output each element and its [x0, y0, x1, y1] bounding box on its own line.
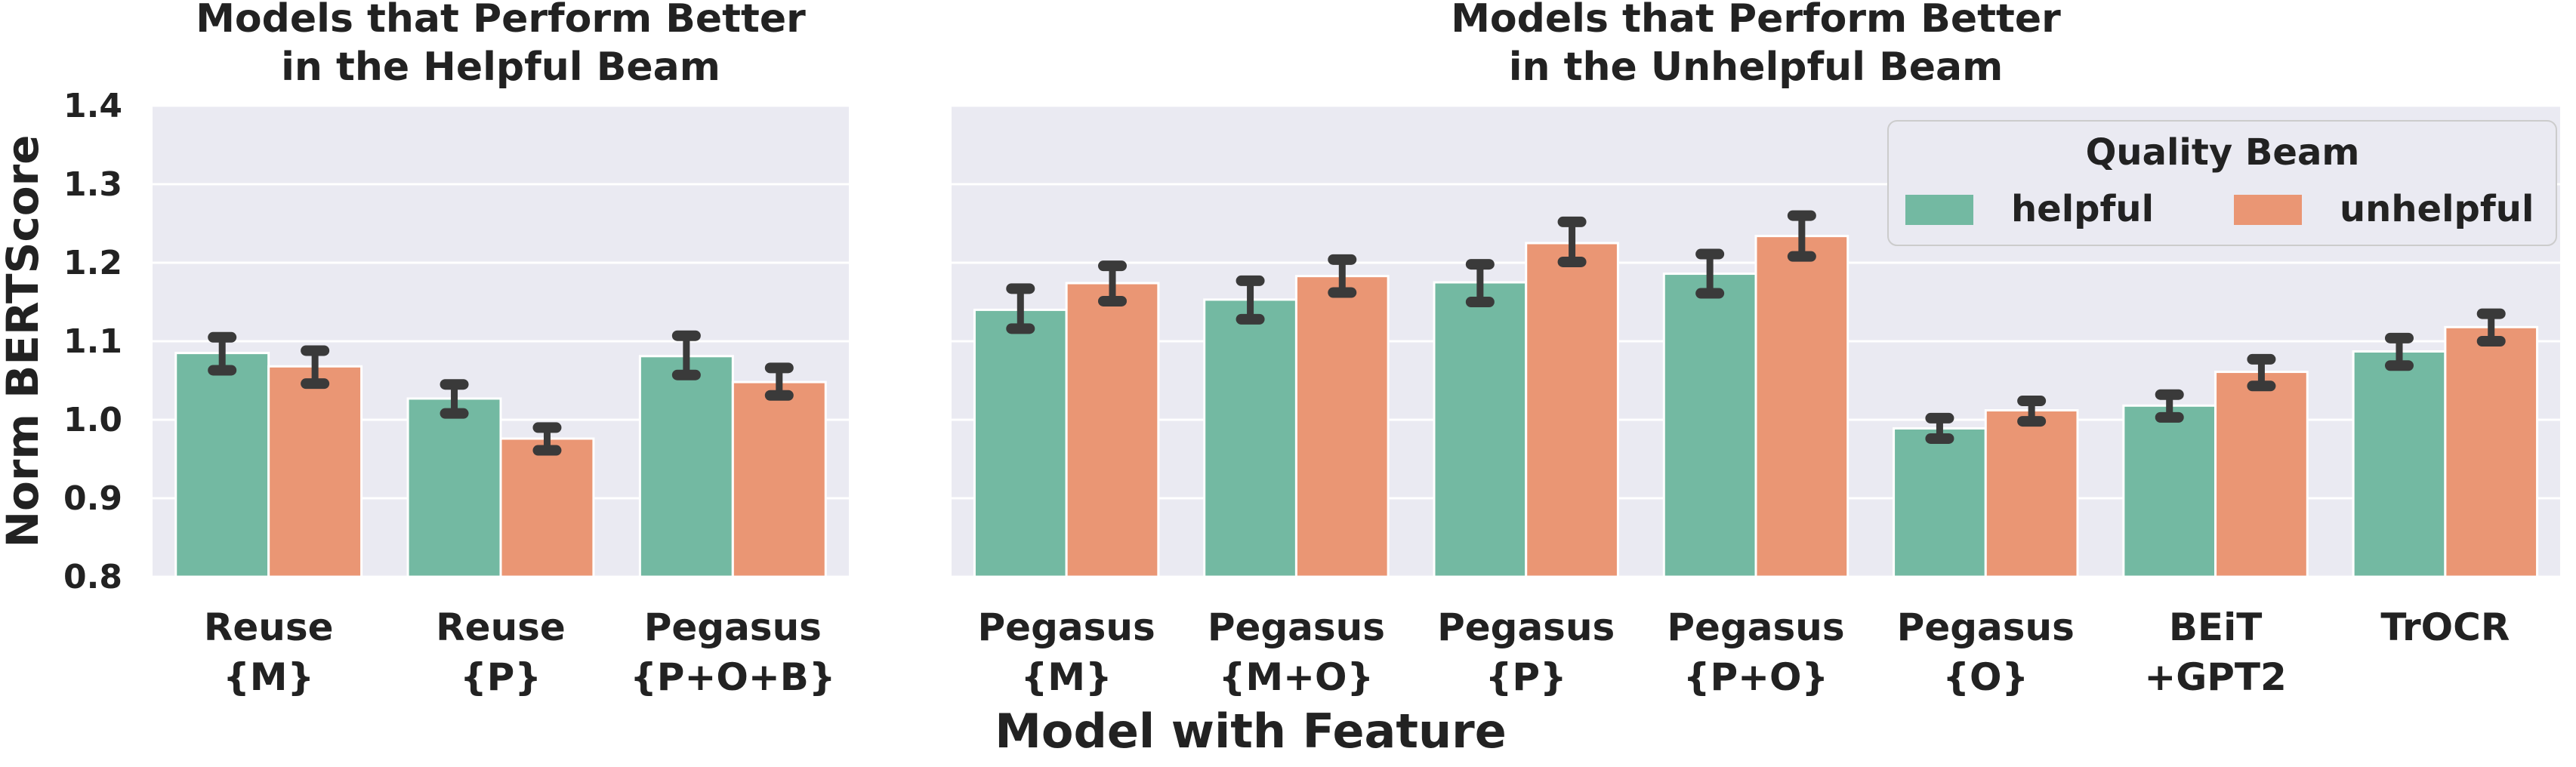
panel-1-xtick-label: Pegasus — [644, 605, 822, 649]
legend-swatch-unhelpful — [2234, 195, 2302, 225]
ytick-label: 1.1 — [63, 322, 122, 361]
panel-2-bar-helpful — [1662, 273, 1757, 578]
legend-title: Quality Beam — [2086, 131, 2360, 174]
legend-box — [1887, 120, 2557, 246]
ytick-label: 1.3 — [63, 165, 122, 204]
panel-1-xtick-label: {M} — [223, 655, 314, 699]
panel-2-bar-helpful — [973, 308, 1068, 578]
panel-2-bar-unhelpful — [1065, 282, 1160, 578]
panel-2-xtick-label: +GPT2 — [2144, 655, 2286, 699]
ytick-label: 1.2 — [63, 244, 122, 282]
panel-2-title-line: Models that Perform Better — [1451, 0, 2061, 42]
y-axis-label: Norm BERTScore — [0, 134, 48, 547]
panel-2-bar-helpful — [1203, 298, 1297, 578]
panel-2-title-line: in the Unhelpful Beam — [1509, 45, 2004, 90]
panel-1-bar-unhelpful — [499, 437, 595, 578]
panel-1-bar-helpful — [174, 352, 270, 578]
panel-2-bar-unhelpful — [1984, 409, 2079, 578]
panel-2-xtick-label: TrOCR — [2380, 605, 2510, 649]
panel-1-bar-unhelpful — [267, 365, 363, 578]
panel-2-xtick-label: {O} — [1942, 655, 2028, 699]
panel-1-title-line: in the Helpful Beam — [281, 45, 720, 90]
panel-1-xtick-label: {P} — [460, 655, 541, 699]
panel-1-xtick-label: {P+O+B} — [630, 655, 835, 699]
panel-1-xtick-label: Reuse — [436, 605, 566, 649]
panel-1-bar-helpful — [638, 355, 734, 578]
panel-2-xtick-label: {P} — [1485, 655, 1567, 699]
panel-2-xtick-label: Pegasus — [978, 605, 1155, 649]
panel-2-xtick-label: BEiT — [2169, 605, 2263, 649]
panel-2-xtick-label: Pegasus — [1437, 605, 1615, 649]
panel-1-xtick-label: Reuse — [204, 605, 334, 649]
panel-2-bar-helpful — [2122, 404, 2217, 578]
panel-2-bar-unhelpful — [1754, 235, 1849, 578]
legend-label-helpful: helpful — [2011, 188, 2154, 230]
ytick-label: 1.0 — [63, 401, 122, 439]
panel-2-bar-unhelpful — [2444, 325, 2539, 578]
panel-2-bar-unhelpful — [1525, 242, 1619, 578]
panel-1-bar-helpful — [406, 397, 502, 578]
panel-1-title-line: Models that Perform Better — [196, 0, 806, 42]
panel-2-bar-helpful — [1893, 427, 1987, 578]
panel-1-bar-unhelpful — [731, 380, 827, 578]
ytick-label: 0.8 — [63, 558, 122, 596]
panel-2-xtick-label: {P+O} — [1683, 655, 1828, 699]
panel-2-xtick-label: Pegasus — [1667, 605, 1844, 649]
legend-swatch-helpful — [1905, 195, 1973, 225]
legend-label-unhelpful: unhelpful — [2340, 188, 2534, 230]
panel-2-xtick-label: Pegasus — [1208, 605, 1385, 649]
ytick-label: 0.9 — [63, 479, 122, 518]
panel-2-bar-helpful — [2352, 350, 2447, 578]
panel-2-xtick-label: {M} — [1021, 655, 1112, 699]
panel-2-xtick-label: {M+O} — [1219, 655, 1374, 699]
panel-2-bar-unhelpful — [1294, 275, 1390, 578]
panel-2-xtick-label: Pegasus — [1897, 605, 2075, 649]
panel-2-bar-helpful — [1433, 281, 1528, 578]
panel-2-bar-unhelpful — [2214, 371, 2309, 578]
ytick-label: 1.4 — [63, 87, 122, 125]
x-axis-label: Model with Feature — [995, 704, 1507, 759]
